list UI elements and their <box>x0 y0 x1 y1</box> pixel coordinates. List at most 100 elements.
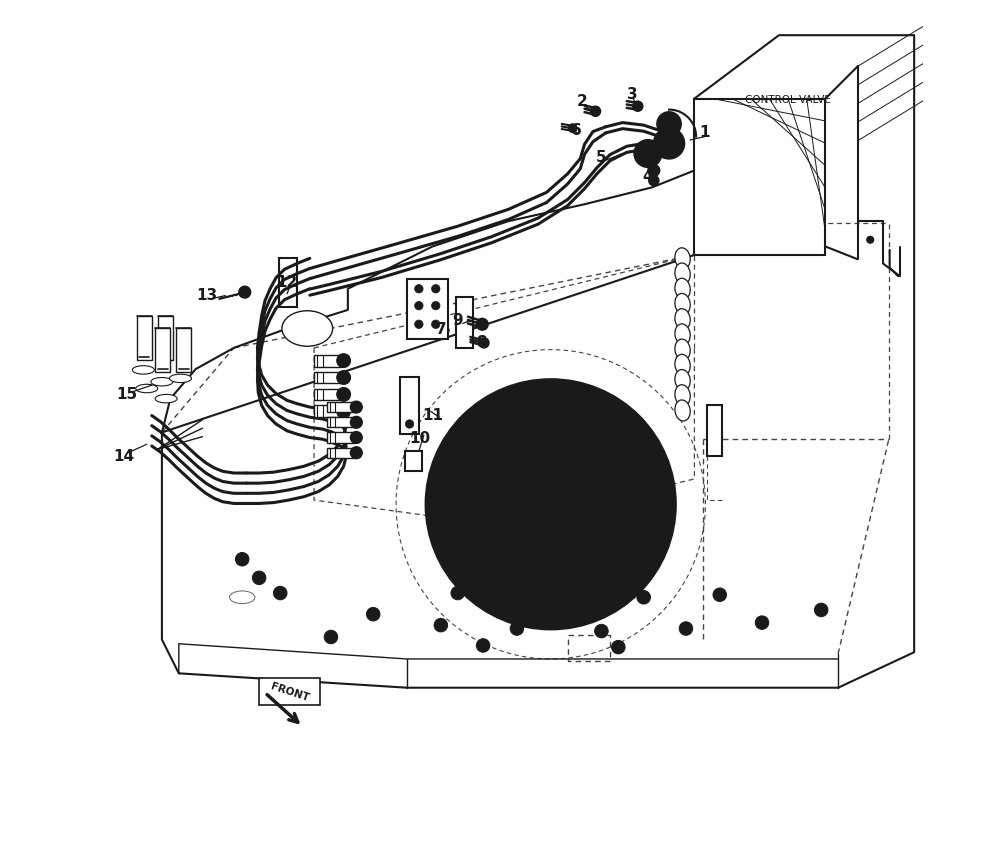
Circle shape <box>350 401 362 413</box>
Circle shape <box>679 622 693 635</box>
Circle shape <box>596 564 608 576</box>
Circle shape <box>637 590 650 604</box>
Circle shape <box>814 603 828 616</box>
Bar <box>327 402 354 412</box>
Circle shape <box>568 578 579 590</box>
Circle shape <box>324 630 338 644</box>
Circle shape <box>481 551 493 563</box>
Circle shape <box>432 301 440 310</box>
Text: 8: 8 <box>476 334 487 349</box>
Circle shape <box>654 128 684 159</box>
Circle shape <box>439 533 451 544</box>
Circle shape <box>656 499 668 510</box>
Circle shape <box>576 605 587 617</box>
Circle shape <box>612 640 625 654</box>
Bar <box>137 315 152 360</box>
Circle shape <box>639 158 644 163</box>
Circle shape <box>350 447 362 459</box>
Circle shape <box>415 320 423 328</box>
Bar <box>314 405 341 417</box>
Ellipse shape <box>675 278 690 299</box>
Circle shape <box>502 468 599 566</box>
Circle shape <box>533 610 545 622</box>
Circle shape <box>649 176 659 186</box>
Text: 5: 5 <box>596 150 607 165</box>
Circle shape <box>337 388 350 401</box>
Ellipse shape <box>675 354 690 376</box>
Ellipse shape <box>675 309 690 330</box>
Bar <box>327 417 354 427</box>
Circle shape <box>337 371 350 384</box>
Circle shape <box>235 553 249 566</box>
Circle shape <box>713 588 727 601</box>
Circle shape <box>405 420 414 428</box>
Ellipse shape <box>136 384 158 393</box>
Ellipse shape <box>282 310 333 346</box>
Circle shape <box>648 165 660 176</box>
Circle shape <box>549 387 561 399</box>
Circle shape <box>595 624 608 638</box>
Text: 12: 12 <box>276 276 298 290</box>
Ellipse shape <box>675 370 690 391</box>
Circle shape <box>432 320 440 328</box>
Circle shape <box>627 510 639 522</box>
Ellipse shape <box>170 374 191 382</box>
Circle shape <box>507 393 518 405</box>
Ellipse shape <box>675 400 690 421</box>
Circle shape <box>350 416 362 428</box>
Circle shape <box>622 467 633 479</box>
Circle shape <box>476 318 488 330</box>
Bar <box>314 371 341 383</box>
Ellipse shape <box>155 394 177 403</box>
Circle shape <box>479 338 489 348</box>
Circle shape <box>476 639 490 652</box>
Circle shape <box>434 618 448 632</box>
Circle shape <box>506 572 518 583</box>
Circle shape <box>755 616 769 629</box>
Circle shape <box>673 148 680 154</box>
Circle shape <box>366 607 380 621</box>
Ellipse shape <box>675 293 690 315</box>
Bar <box>400 377 419 434</box>
Circle shape <box>590 106 601 116</box>
Circle shape <box>470 416 482 427</box>
Text: 7: 7 <box>436 322 446 337</box>
Text: FRONT: FRONT <box>270 681 311 703</box>
Circle shape <box>634 140 661 167</box>
Bar <box>707 405 722 456</box>
Circle shape <box>510 622 524 635</box>
Ellipse shape <box>675 385 690 406</box>
Text: 2: 2 <box>577 93 587 109</box>
Ellipse shape <box>230 591 255 604</box>
Circle shape <box>625 421 637 432</box>
Circle shape <box>454 407 648 601</box>
Text: 13: 13 <box>196 288 217 303</box>
Circle shape <box>655 514 667 526</box>
Text: 1: 1 <box>699 125 710 140</box>
Circle shape <box>350 432 362 444</box>
Circle shape <box>536 581 548 593</box>
Circle shape <box>445 449 456 461</box>
Circle shape <box>252 571 266 584</box>
Circle shape <box>590 397 602 408</box>
Circle shape <box>652 158 657 163</box>
Circle shape <box>337 404 350 418</box>
Circle shape <box>481 435 620 573</box>
Bar <box>456 297 473 348</box>
Text: 6: 6 <box>571 123 581 138</box>
Circle shape <box>548 416 560 427</box>
Circle shape <box>617 540 628 552</box>
Ellipse shape <box>675 248 690 269</box>
Circle shape <box>426 379 676 629</box>
Bar <box>694 98 825 255</box>
Circle shape <box>462 493 474 505</box>
Ellipse shape <box>151 377 173 386</box>
Circle shape <box>239 287 251 298</box>
Bar <box>327 448 354 458</box>
Circle shape <box>652 144 657 149</box>
Circle shape <box>433 491 445 502</box>
Circle shape <box>641 554 653 566</box>
Circle shape <box>633 101 643 111</box>
Circle shape <box>432 285 440 293</box>
Circle shape <box>673 132 680 139</box>
